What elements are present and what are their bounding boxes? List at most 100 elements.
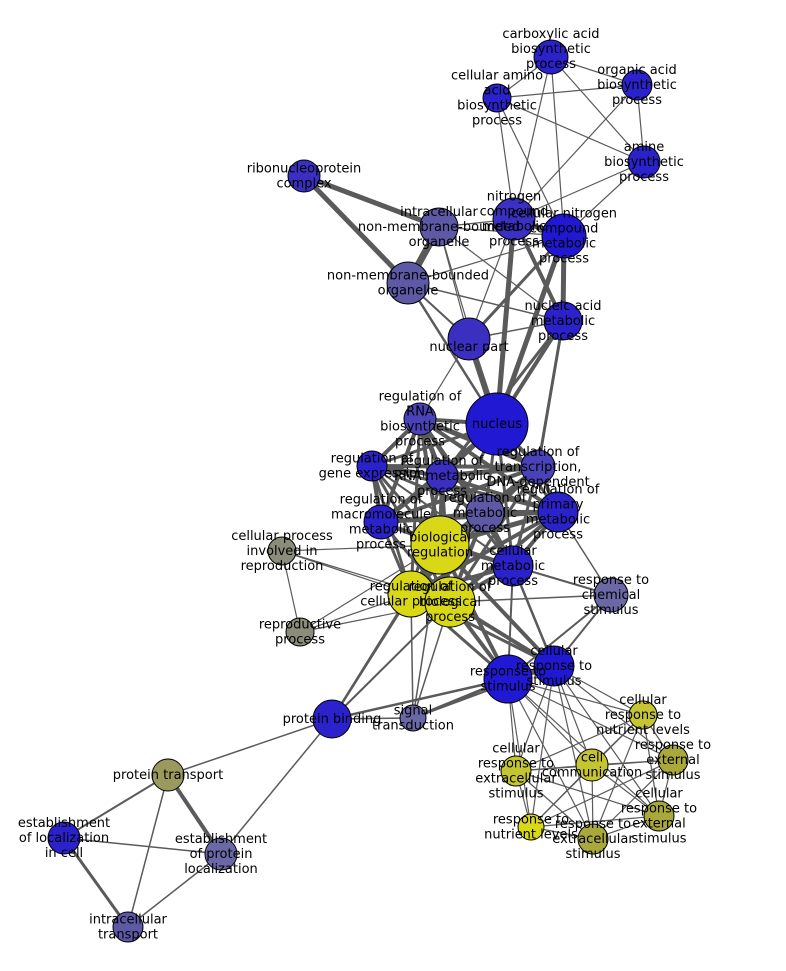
graph-node-biological-regulation[interactable] — [410, 515, 470, 575]
graph-node-protein-binding[interactable] — [312, 699, 352, 739]
graph-edge — [331, 601, 451, 720]
graph-node-label-cell-communication: cell communication — [542, 750, 643, 780]
graph-node-establishment-of-localization-in-cell[interactable] — [47, 821, 81, 855]
graph-edge — [553, 665, 594, 840]
graph-node-label-nuclear-part: nuclear part — [429, 340, 508, 355]
graph-node-label-cellular-response-to-extracellular-stimulus: cellular response to extracellular stimulus — [475, 741, 557, 801]
graph-node-label-intracellular-non-membrane-bounded-organelle: intracellular non-membrane-bounded organel… — [358, 205, 520, 250]
graph-node-label-non-membrane-bounded-organelle: non-membrane-bounded organelle — [327, 268, 489, 298]
graph-node-cellular-amino-acid-biosynthetic-process[interactable] — [482, 83, 512, 113]
graph-node-label-cellular-response-to-nutrient-levels: cellular response to nutrient levels — [596, 693, 690, 738]
graph-edge — [496, 97, 645, 163]
graph-node-signal-transduction[interactable] — [399, 704, 427, 732]
graph-node-protein-transport[interactable] — [151, 758, 185, 792]
graph-node-response-to-nutrient-levels[interactable] — [517, 813, 545, 841]
graph-edge — [642, 714, 660, 817]
graph-node-intracellular-non-membrane-bounded-organelle[interactable] — [419, 207, 459, 247]
graph-edge — [515, 770, 660, 817]
graph-edge — [530, 665, 555, 828]
graph-edge — [507, 678, 674, 761]
graph-node-cellular-process-involved-in-reproduction[interactable] — [267, 536, 297, 566]
graph-edge — [592, 759, 674, 840]
graph-node-cellular-metabolic-process[interactable] — [492, 545, 534, 587]
graph-node-label-carboxylic-acid-biosynthetic-process: carboxylic acid biosynthetic process — [502, 27, 599, 72]
graph-node-ribonucleoprotein-complex[interactable] — [287, 159, 321, 193]
graph-node-nucleic-acid-metabolic-process[interactable] — [543, 301, 583, 341]
graph-node-organic-acid-biosynthetic-process[interactable] — [621, 69, 653, 101]
graph-node-label-cellular-response-to-stimulus: cellular response to stimulus — [516, 644, 592, 689]
graph-node-reproductive-process[interactable] — [285, 617, 315, 647]
graph-edge — [553, 665, 674, 761]
graph-node-label-regulation-of-primary-metabolic-process: regulation of primary metabolic process — [517, 482, 600, 542]
graph-node-label-response-to-extracellular-stimulus: response to extracellular stimulus — [552, 817, 634, 862]
graph-node-label-response-to-external-stimulus: response to external stimulus — [635, 738, 711, 783]
graph-edge — [494, 216, 517, 427]
graph-edge — [62, 836, 130, 929]
graph-edge — [63, 837, 222, 855]
graph-node-label-cellular-process-involved-in-reproduction: cellular process involved in reproduction — [231, 529, 333, 574]
graph-node-cellular-response-to-nutrient-levels[interactable] — [628, 700, 658, 730]
graph-node-cellular-response-to-extracellular-stimulus[interactable] — [500, 755, 532, 787]
graph-edge — [530, 815, 660, 828]
graph-edge — [407, 282, 564, 322]
graph-node-label-regulation-of-cellular-process: regulation of cellular process — [360, 579, 462, 609]
graph-node-establishment-of-protein-localization[interactable] — [204, 837, 238, 871]
graph-node-label-signal-transduction: signal transduction — [372, 703, 454, 733]
graph-node-label-ribonucleoprotein-complex: ribonucleoprotein complex — [247, 161, 362, 191]
graph-edge — [550, 56, 645, 163]
graph-node-amine-biosynthetic-process[interactable] — [627, 145, 661, 179]
graph-node-label-establishment-of-protein-localization: establishment of protein localization — [175, 832, 267, 877]
graph-node-regulation-of-macromolecule-metabolic-process[interactable] — [363, 504, 399, 540]
graph-node-label-response-to-stimulus: response to stimulus — [470, 664, 546, 694]
graph-node-regulation-of-rna-metabolic-process[interactable] — [425, 459, 459, 493]
graph-node-regulation-of-primary-metabolic-process[interactable] — [537, 491, 579, 533]
graph-edge — [220, 718, 333, 855]
graph-edge — [496, 97, 565, 237]
graph-node-label-protein-binding: protein binding — [283, 712, 382, 727]
graph-node-cell-communication[interactable] — [575, 748, 609, 782]
graph-node-response-to-extracellular-stimulus[interactable] — [577, 823, 609, 855]
graph-node-response-to-stimulus[interactable] — [483, 654, 533, 704]
graph-node-regulation-of-biological-process[interactable] — [424, 576, 476, 628]
graph-edge — [592, 714, 644, 840]
graph-node-label-response-to-nutrient-levels: response to nutrient levels — [484, 812, 578, 842]
graph-edge — [550, 56, 565, 237]
graph-node-label-cellular-nitrogen-compound-metabolic-process: cellular nitrogen compound metabolic proces… — [511, 206, 617, 266]
graph-node-response-to-external-stimulus[interactable] — [657, 744, 689, 776]
graph-node-label-amine-biosynthetic-process: amine biosynthetic process — [604, 140, 684, 185]
graph-node-regulation-of-gene-expression[interactable] — [356, 450, 388, 482]
graph-node-nucleus[interactable] — [465, 392, 529, 456]
graph-node-non-membrane-bounded-organelle[interactable] — [386, 261, 430, 305]
graph-node-cellular-response-to-stimulus[interactable] — [533, 645, 575, 687]
graph-node-intracellular-transport[interactable] — [112, 911, 144, 943]
graph-edge — [515, 770, 594, 840]
graph-edge — [513, 84, 638, 220]
graph-node-label-nucleus: nucleus — [472, 417, 522, 432]
graph-node-label-establishment-of-localization-in-cell: establishment of localization in cell — [18, 816, 110, 861]
labels-layer: carboxylic acid biosynthetic process organi… — [18, 27, 711, 943]
graph-node-label-regulation-of-rna-biosynthetic-process: regulation of RNA biosynthetic process — [379, 389, 462, 449]
graph-edge — [530, 759, 674, 828]
graph-node-cellular-response-to-external-stimulus[interactable] — [643, 800, 675, 832]
graph-node-nitrogen-compound-metabolic-process[interactable] — [492, 197, 536, 241]
graph-node-response-to-chemical-stimulus[interactable] — [593, 577, 629, 613]
graph-edge — [513, 56, 552, 220]
graph-node-label-regulation-of-transcription-dna-dependent: regulation of transcription, DNA-dependent — [486, 445, 589, 490]
graph-edge — [449, 594, 612, 603]
graph-node-label-nucleic-acid-metabolic-process: nucleic acid metabolic process — [524, 299, 601, 344]
graph-node-regulation-of-rna-biosynthetic-process[interactable] — [403, 402, 437, 436]
graph-node-label-organic-acid-biosynthetic-process: organic acid biosynthetic process — [597, 63, 677, 108]
graph-node-label-intracellular-transport: intracellular transport — [89, 912, 167, 942]
graph-node-label-cellular-response-to-external-stimulus: cellular response to external stimulus — [621, 786, 697, 846]
graph-node-regulation-of-transcription-dna-dependent[interactable] — [520, 449, 556, 485]
graph-edge — [167, 718, 333, 776]
graph-edge — [438, 226, 564, 322]
graph-node-regulation-of-metabolic-process[interactable] — [465, 493, 505, 533]
graph-node-label-cellular-amino-acid-biosynthetic-process: cellular amino acid biosynthetic process — [451, 68, 543, 128]
graph-node-carboxylic-acid-biosynthetic-process[interactable] — [533, 39, 569, 75]
graph-node-label-regulation-of-macromolecule-metabolic-process: regulation of macromolecule metabolic proce… — [331, 492, 431, 552]
graph-node-nuclear-part[interactable] — [447, 317, 491, 361]
graph-node-cellular-nitrogen-compound-metabolic-process[interactable] — [541, 213, 587, 259]
